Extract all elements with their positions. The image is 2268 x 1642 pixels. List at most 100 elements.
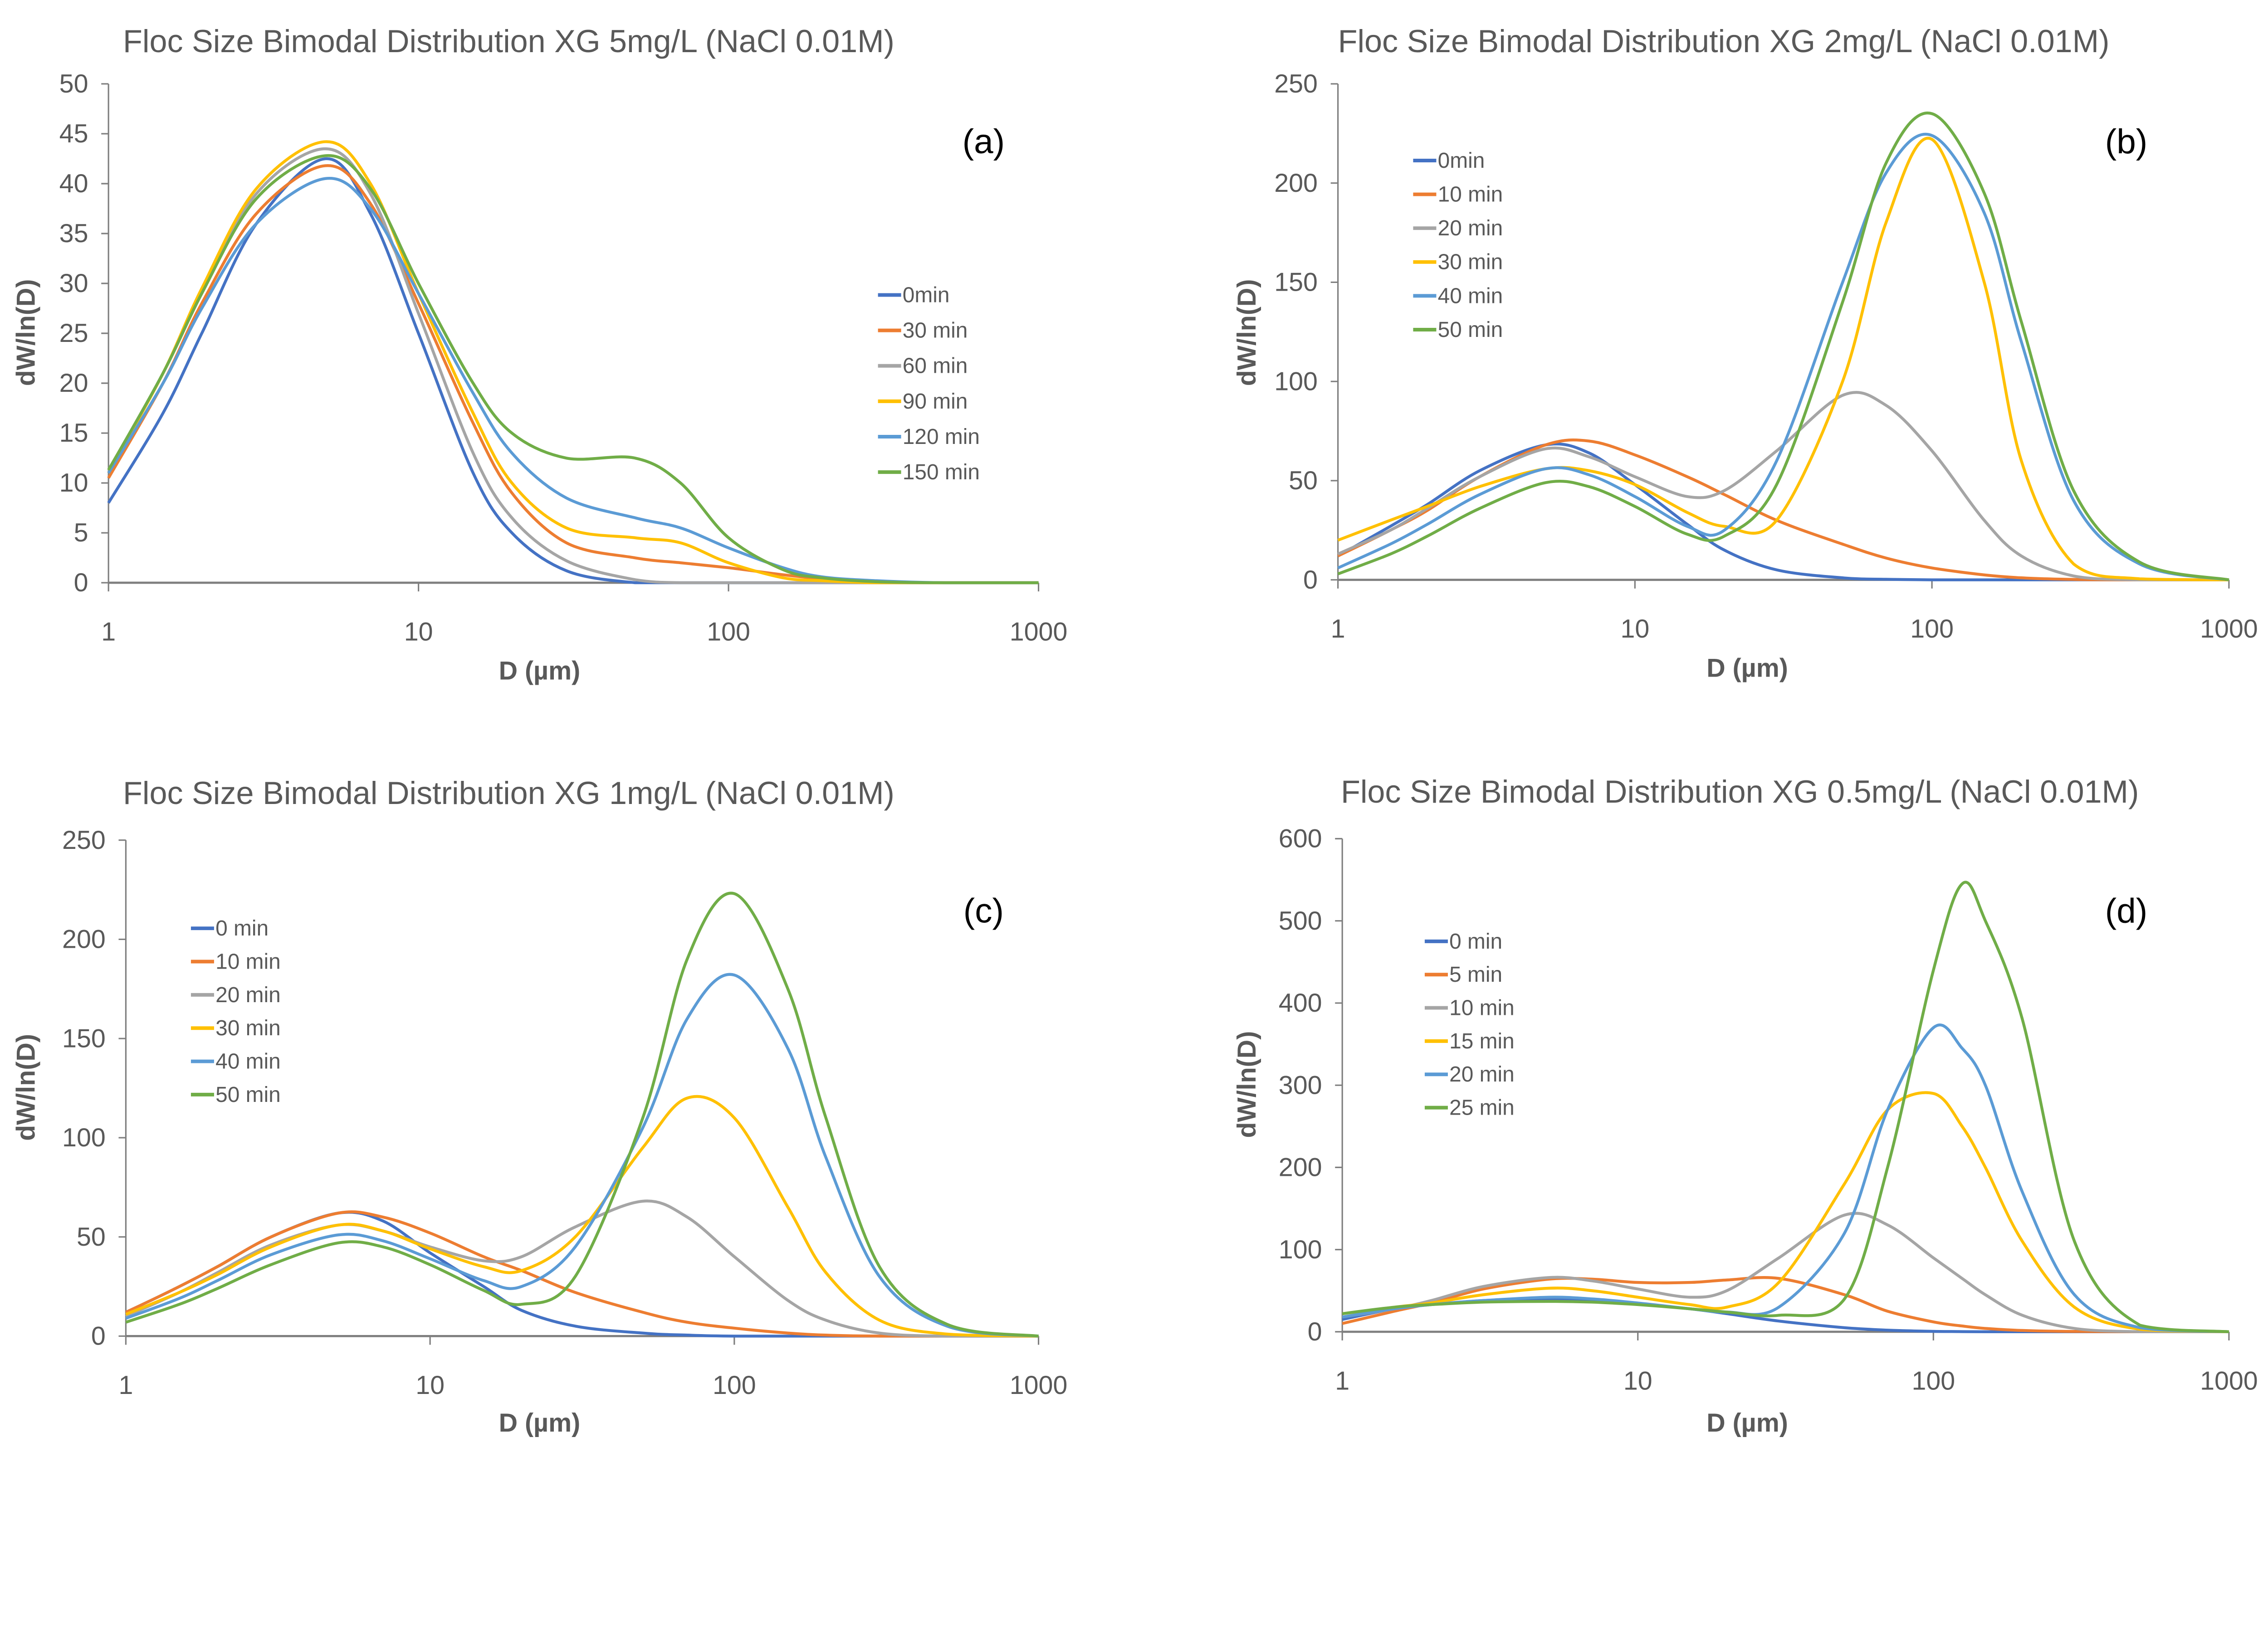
legend-item: 60 min <box>878 354 968 378</box>
legend-label: 15 min <box>1449 1029 1515 1053</box>
y-tick-label: 200 <box>62 925 106 954</box>
legend-label: 0min <box>903 283 950 307</box>
series-line-20min <box>125 1199 1039 1338</box>
series-line-30min <box>107 164 1039 585</box>
y-tick-label: 50 <box>77 1223 106 1252</box>
x-axis-label: D (µm) <box>499 657 581 686</box>
x-tick-label: 10 <box>1623 1366 1652 1395</box>
x-tick-label: 1000 <box>1010 1371 1068 1400</box>
chart-title: Floc Size Bimodal Distribution XG 2mg/L … <box>1338 23 2110 59</box>
series-line-90min <box>107 140 1039 585</box>
y-tick-label: 100 <box>1279 1235 1322 1264</box>
legend-label: 30 min <box>1438 250 1503 274</box>
x-tick-label: 1000 <box>2200 614 2258 643</box>
y-tick-label: 250 <box>62 826 106 855</box>
x-axis-label: D (µm) <box>499 1408 581 1437</box>
legend-item: 30 min <box>878 319 968 343</box>
legend-item: 25 min <box>1424 1096 1515 1120</box>
legend-label: 10 min <box>1449 996 1515 1020</box>
y-axis-label: dW/ln(D) <box>12 1034 41 1141</box>
series-line-10min <box>125 1210 1039 1338</box>
y-tick-label: 200 <box>1274 169 1318 198</box>
legend-label: 25 min <box>1449 1096 1515 1120</box>
y-tick-label: 600 <box>1279 824 1322 853</box>
x-axis-label: D (µm) <box>1706 653 1788 682</box>
y-tick-label: 15 <box>59 419 88 448</box>
legend-label: 50 min <box>215 1083 281 1107</box>
figure: Floc Size Bimodal Distribution XG 5mg/L … <box>12 23 2258 1437</box>
legend-item: 150 min <box>878 460 980 484</box>
y-tick-label: 500 <box>1279 906 1322 936</box>
y-tick-label: 10 <box>59 468 88 497</box>
y-tick-label: 40 <box>59 169 88 198</box>
legend-item: 0 min <box>191 916 269 940</box>
x-tick-label: 100 <box>707 618 750 647</box>
legend-item: 0min <box>1413 149 1485 173</box>
legend-item: 5 min <box>1424 963 1502 987</box>
legend-label: 5 min <box>1449 963 1502 987</box>
y-tick-label: 400 <box>1279 989 1322 1018</box>
x-tick-label: 1000 <box>2200 1366 2258 1395</box>
legend-label: 20 min <box>215 983 281 1007</box>
y-tick-label: 25 <box>59 319 88 348</box>
legend-label: 0min <box>1438 149 1485 173</box>
chart-c: Floc Size Bimodal Distribution XG 1mg/L … <box>12 775 1068 1437</box>
legend-item: 40 min <box>191 1049 281 1073</box>
y-tick-label: 5 <box>74 518 88 547</box>
chart-a: Floc Size Bimodal Distribution XG 5mg/L … <box>12 23 1068 686</box>
x-tick-label: 1 <box>1331 614 1345 643</box>
y-tick-label: 30 <box>59 269 88 298</box>
panel-label: (c) <box>963 892 1004 930</box>
legend-label: 30 min <box>903 319 968 343</box>
chart-d: Floc Size Bimodal Distribution XG 0.5mg/… <box>1232 774 2258 1437</box>
x-tick-label: 1 <box>1335 1366 1349 1395</box>
x-tick-label: 1 <box>101 618 116 647</box>
y-tick-label: 35 <box>59 219 88 248</box>
y-tick-label: 50 <box>1289 466 1318 495</box>
y-tick-label: 0 <box>1303 565 1318 594</box>
series-line-40min <box>125 973 1039 1338</box>
y-tick-label: 250 <box>1274 69 1318 98</box>
y-axis-label: dW/ln(D) <box>1232 279 1261 386</box>
panel-label: (b) <box>2105 122 2148 161</box>
x-axis-label: D (µm) <box>1706 1408 1788 1437</box>
y-tick-label: 0 <box>74 568 88 597</box>
y-tick-label: 0 <box>91 1322 106 1351</box>
chart-title: Floc Size Bimodal Distribution XG 0.5mg/… <box>1341 774 2139 809</box>
series-line-50min <box>1337 112 2229 581</box>
y-axis-label: dW/ln(D) <box>12 279 41 386</box>
x-tick-label: 1 <box>118 1371 133 1400</box>
series-line-30min <box>125 1095 1039 1338</box>
y-tick-label: 200 <box>1279 1153 1322 1182</box>
x-tick-label: 1000 <box>1010 618 1068 647</box>
y-tick-label: 100 <box>62 1123 106 1152</box>
series-line-150min <box>107 154 1039 585</box>
legend-item: 0 min <box>1424 930 1502 954</box>
legend-item: 15 min <box>1424 1029 1515 1053</box>
series-line-20min <box>1337 391 2229 581</box>
x-tick-label: 100 <box>713 1371 756 1400</box>
panel-label: (d) <box>2105 892 2148 930</box>
legend-label: 0 min <box>215 916 269 940</box>
legend-label: 20 min <box>1438 216 1503 240</box>
legend-item: 20 min <box>1424 1062 1515 1087</box>
legend-item: 10 min <box>1413 183 1503 207</box>
legend-item: 50 min <box>1413 318 1503 342</box>
y-tick-label: 45 <box>59 119 88 148</box>
x-tick-label: 10 <box>415 1371 445 1400</box>
x-tick-label: 10 <box>404 618 433 647</box>
y-axis-label: dW/ln(D) <box>1232 1031 1261 1138</box>
series-line-10min <box>1342 1212 2229 1334</box>
legend-item: 90 min <box>878 390 968 414</box>
legend-label: 10 min <box>215 950 281 974</box>
legend-label: 30 min <box>215 1016 281 1040</box>
series-line-5min <box>1342 1276 2229 1334</box>
x-tick-label: 100 <box>1911 1366 1955 1395</box>
y-tick-label: 50 <box>59 69 88 98</box>
legend-item: 10 min <box>191 950 281 974</box>
y-tick-label: 100 <box>1274 367 1318 396</box>
series-line-25min <box>1342 881 2229 1334</box>
y-tick-label: 20 <box>59 369 88 398</box>
legend-item: 50 min <box>191 1083 281 1107</box>
legend-label: 60 min <box>903 354 968 378</box>
